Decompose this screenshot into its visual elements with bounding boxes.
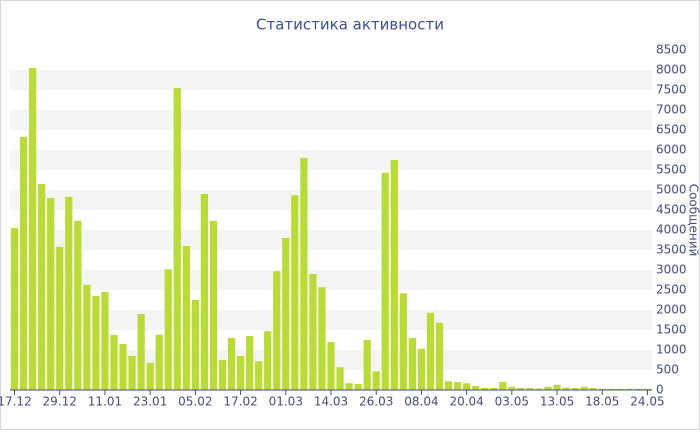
y-tick-label: 1000 (656, 343, 687, 357)
bar (83, 285, 90, 390)
y-tick-label: 7000 (656, 103, 687, 117)
bar (174, 88, 181, 390)
bar (418, 349, 425, 390)
y-tick-label: 7500 (656, 83, 687, 97)
bar (74, 221, 81, 390)
y-tick-label: 6500 (656, 123, 687, 137)
bar (237, 356, 244, 390)
x-tick-label: 01.03 (269, 395, 303, 409)
bar (11, 228, 18, 390)
bar (472, 386, 479, 390)
bar (427, 313, 434, 390)
y-tick-label: 2000 (656, 303, 687, 317)
chart-title: Статистика активности (256, 16, 444, 34)
y-tick-label: 3000 (656, 263, 687, 277)
x-tick-label: 24.05 (630, 395, 664, 409)
bar (463, 383, 470, 390)
bar (165, 269, 172, 390)
bar (355, 384, 362, 390)
bar (364, 340, 371, 390)
grid-band (10, 270, 652, 290)
bar (192, 300, 199, 390)
x-tick-label: 29.12 (43, 395, 77, 409)
y-tick-label: 4500 (656, 203, 687, 217)
x-tick-label: 13.05 (540, 395, 574, 409)
bar (553, 385, 560, 390)
x-tick-label: 03.05 (495, 395, 529, 409)
x-tick-label: 08.04 (404, 395, 438, 409)
bar (56, 247, 63, 390)
x-tick-label: 17.02 (223, 395, 257, 409)
bar (210, 221, 217, 390)
bar (137, 314, 144, 390)
x-tick-label: 17.12 (0, 395, 32, 409)
bar (47, 198, 54, 390)
bar (228, 338, 235, 390)
bar (291, 195, 298, 390)
y-tick-label: 8500 (656, 43, 687, 57)
bar (327, 342, 334, 390)
bar (400, 293, 407, 390)
y-tick-label: 5500 (656, 163, 687, 177)
y-tick-label: 5000 (656, 183, 687, 197)
x-tick-label: 05.02 (178, 395, 212, 409)
y-tick-label: 8000 (656, 63, 687, 77)
grid-band (10, 110, 652, 130)
y-tick-label: 3500 (656, 243, 687, 257)
bar (409, 338, 416, 390)
bar (92, 296, 99, 390)
bar (309, 274, 316, 390)
grid-band (10, 70, 652, 90)
bar (318, 287, 325, 390)
bar (255, 361, 262, 390)
bar (29, 68, 36, 390)
bar (391, 160, 398, 390)
bar (382, 173, 389, 390)
bar (183, 246, 190, 390)
bar (436, 323, 443, 390)
bar (128, 356, 135, 390)
bar (499, 382, 506, 390)
bar (445, 381, 452, 390)
bar (119, 344, 126, 390)
bar (156, 335, 163, 390)
bar (300, 158, 307, 390)
y-axis-label: Сообщений (687, 184, 700, 257)
x-tick-label: 23.01 (133, 395, 167, 409)
bar (336, 367, 343, 390)
bar (20, 137, 27, 390)
bar (110, 335, 117, 390)
y-tick-label: 1500 (656, 323, 687, 337)
x-tick-label: 20.04 (449, 395, 483, 409)
y-tick-label: 500 (656, 363, 679, 377)
bar (65, 197, 72, 390)
grid-band (10, 190, 652, 210)
bar (282, 238, 289, 390)
bar (264, 331, 271, 390)
x-tick-label: 18.05 (585, 395, 619, 409)
bar (201, 194, 208, 390)
y-tick-label: 4000 (656, 223, 687, 237)
x-tick-label: 11.01 (88, 395, 122, 409)
bar (373, 371, 380, 390)
bar (454, 382, 461, 390)
grid-band (10, 150, 652, 170)
x-tick-label: 26.03 (359, 395, 393, 409)
bar (273, 271, 280, 390)
y-tick-label: 2500 (656, 283, 687, 297)
bar (38, 184, 45, 390)
grid-band (10, 230, 652, 250)
bar (219, 360, 226, 390)
bar (147, 363, 154, 390)
bar (345, 383, 352, 390)
bar (246, 336, 253, 390)
x-tick-label: 14.03 (314, 395, 348, 409)
bar (101, 292, 108, 390)
y-tick-label: 6000 (656, 143, 687, 157)
